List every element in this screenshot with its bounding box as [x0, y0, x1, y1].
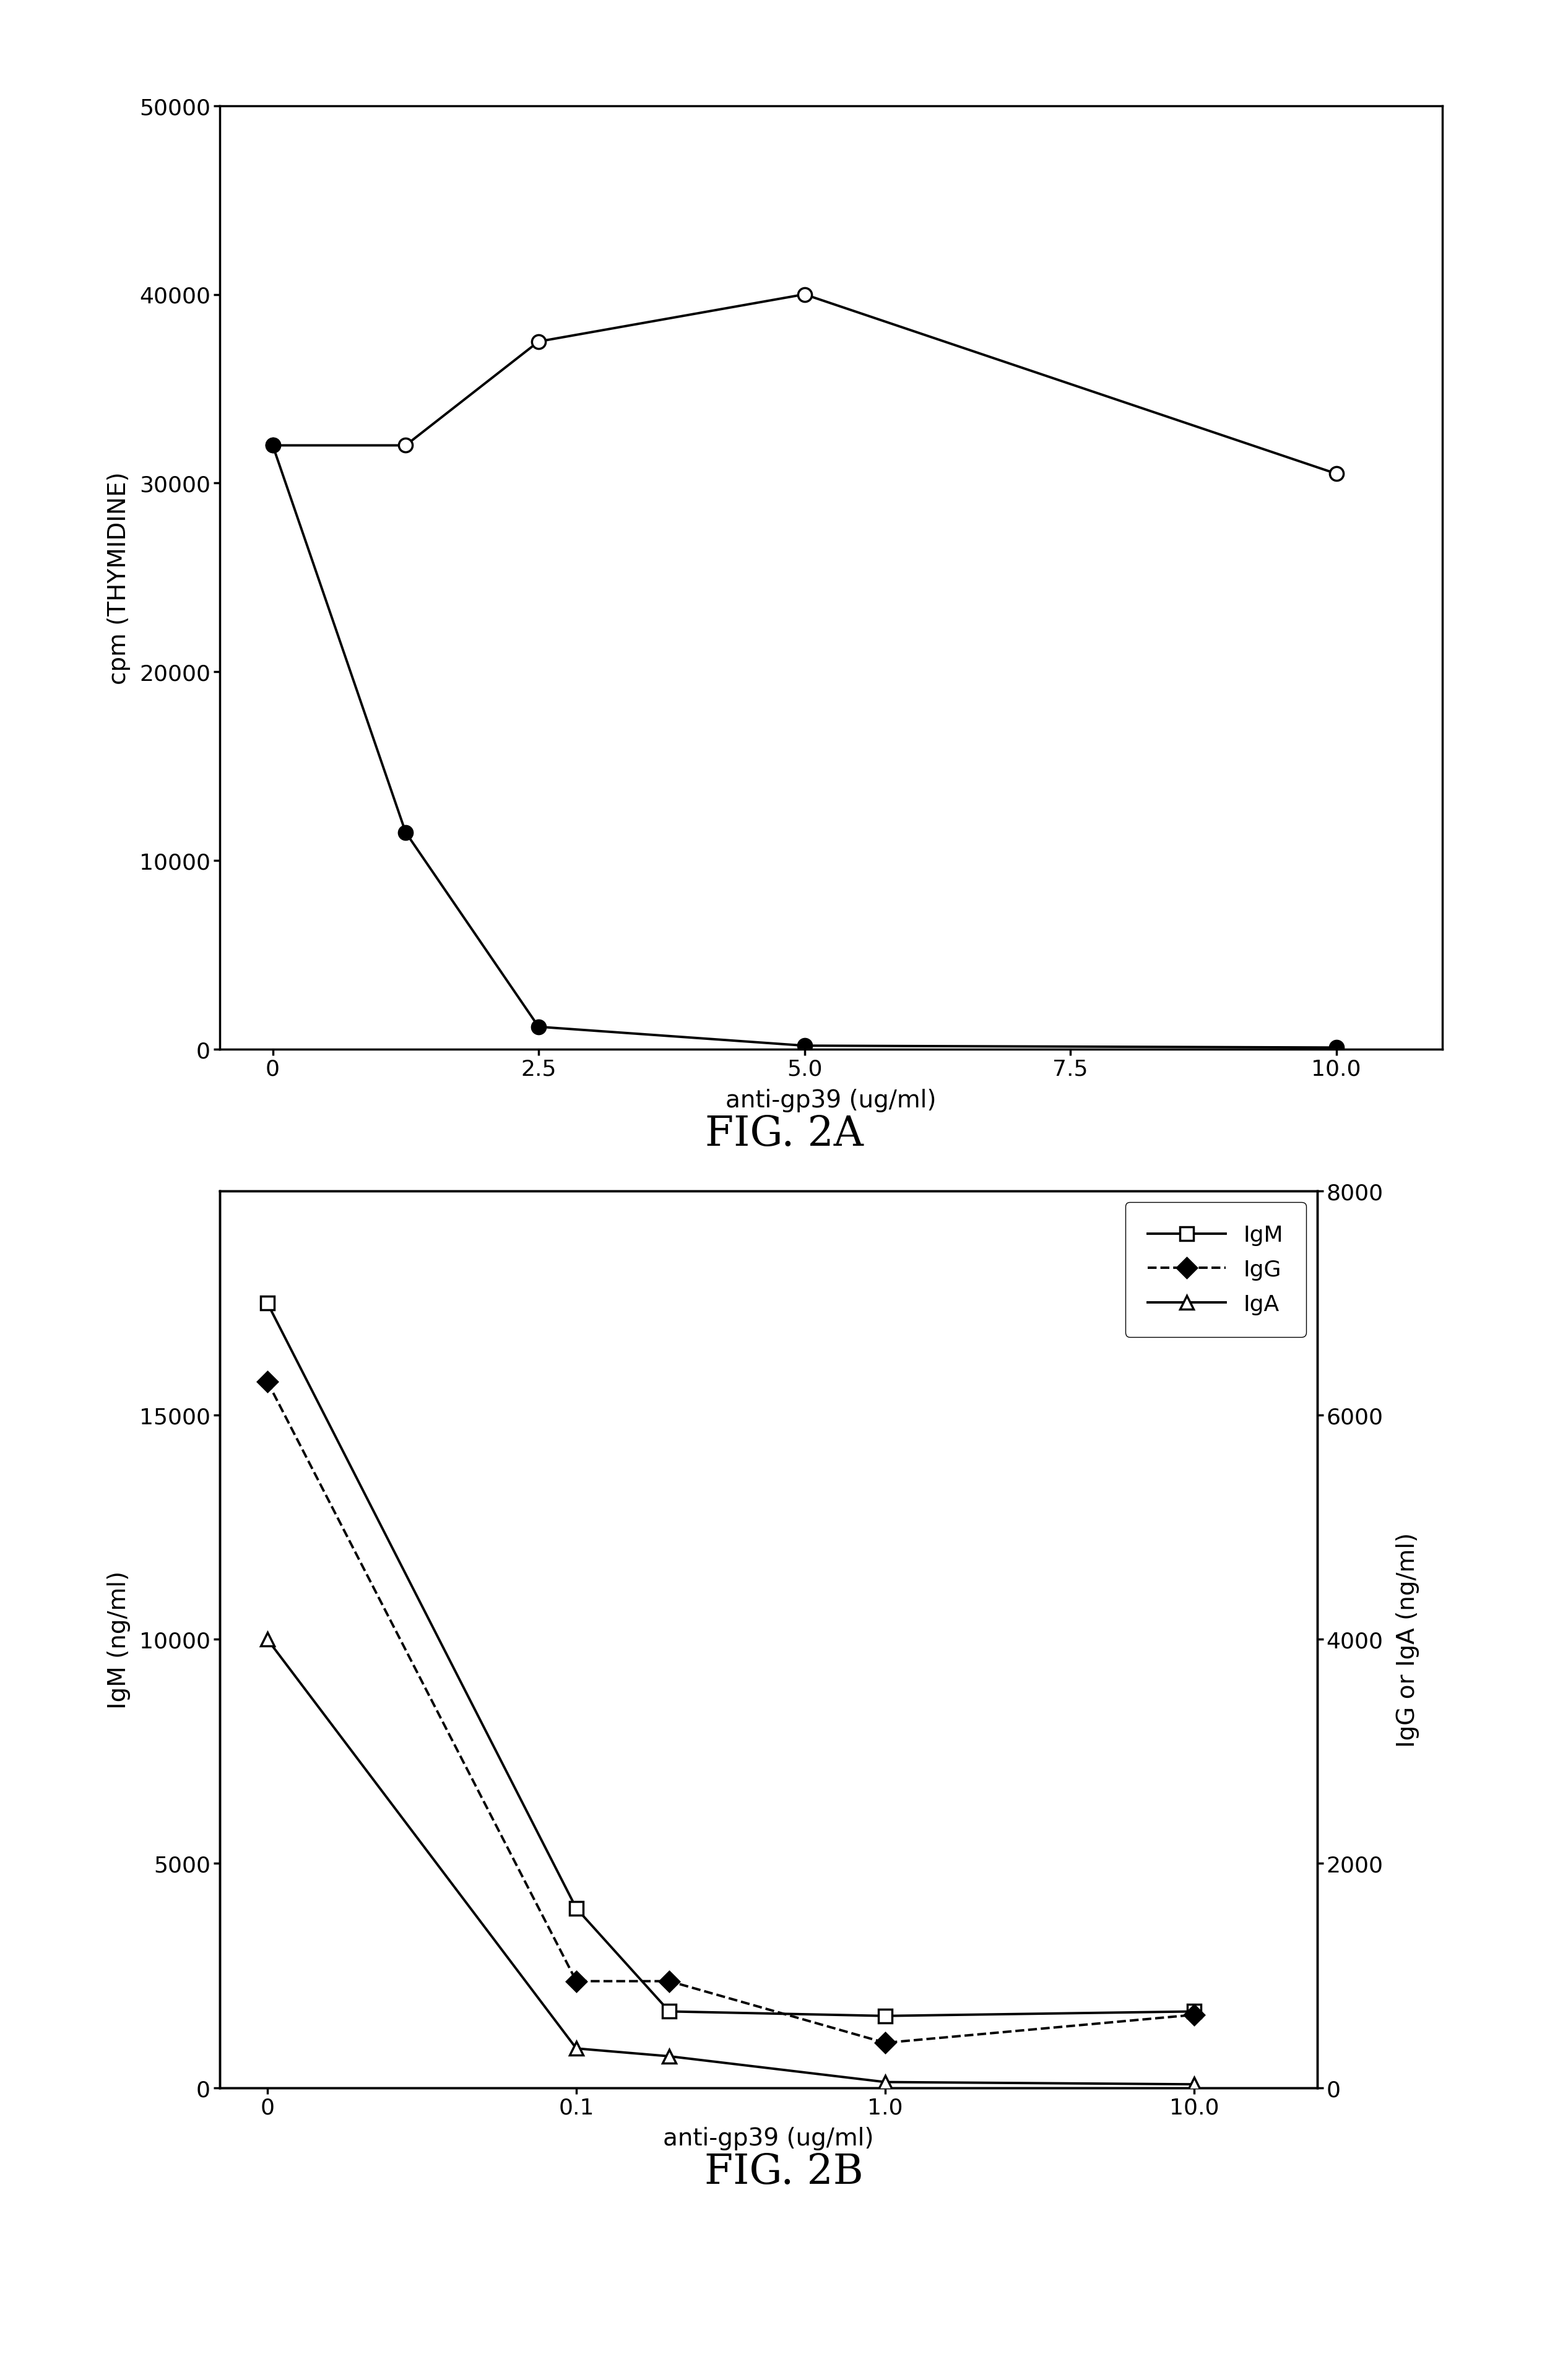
Legend: IgM, IgG, IgA: IgM, IgG, IgA — [1126, 1203, 1306, 1338]
X-axis label: anti-gp39 (ug/ml): anti-gp39 (ug/ml) — [726, 1087, 936, 1111]
Text: FIG. 2A: FIG. 2A — [704, 1113, 864, 1154]
Line: IgM: IgM — [260, 1297, 1201, 2024]
IgA — [877, 2069, 895, 2097]
IgM — [1185, 1998, 1204, 2026]
IgA — [568, 2033, 586, 2062]
IgM — [660, 1998, 679, 2026]
IgM — [259, 1288, 278, 1316]
IgA — [259, 1625, 278, 1654]
IgA — [660, 2043, 679, 2071]
IgM — [877, 2003, 895, 2031]
IgG — [259, 1368, 278, 1397]
Y-axis label: cpm (THYMIDINE): cpm (THYMIDINE) — [107, 472, 130, 684]
IgA — [1185, 2071, 1204, 2100]
Y-axis label: IgG or IgA (ng/ml): IgG or IgA (ng/ml) — [1396, 1531, 1419, 1748]
Y-axis label: IgM (ng/ml): IgM (ng/ml) — [107, 1571, 130, 1708]
IgG — [568, 1967, 586, 1996]
IgG — [660, 1967, 679, 1996]
IgG — [1185, 2000, 1204, 2029]
Line: IgA: IgA — [260, 1632, 1201, 2090]
Text: FIG. 2B: FIG. 2B — [704, 2151, 864, 2192]
Line: IgG: IgG — [260, 1375, 1201, 2050]
X-axis label: anti-gp39 (ug/ml): anti-gp39 (ug/ml) — [663, 2125, 873, 2149]
IgM — [568, 1894, 586, 1923]
IgG — [877, 2029, 895, 2057]
